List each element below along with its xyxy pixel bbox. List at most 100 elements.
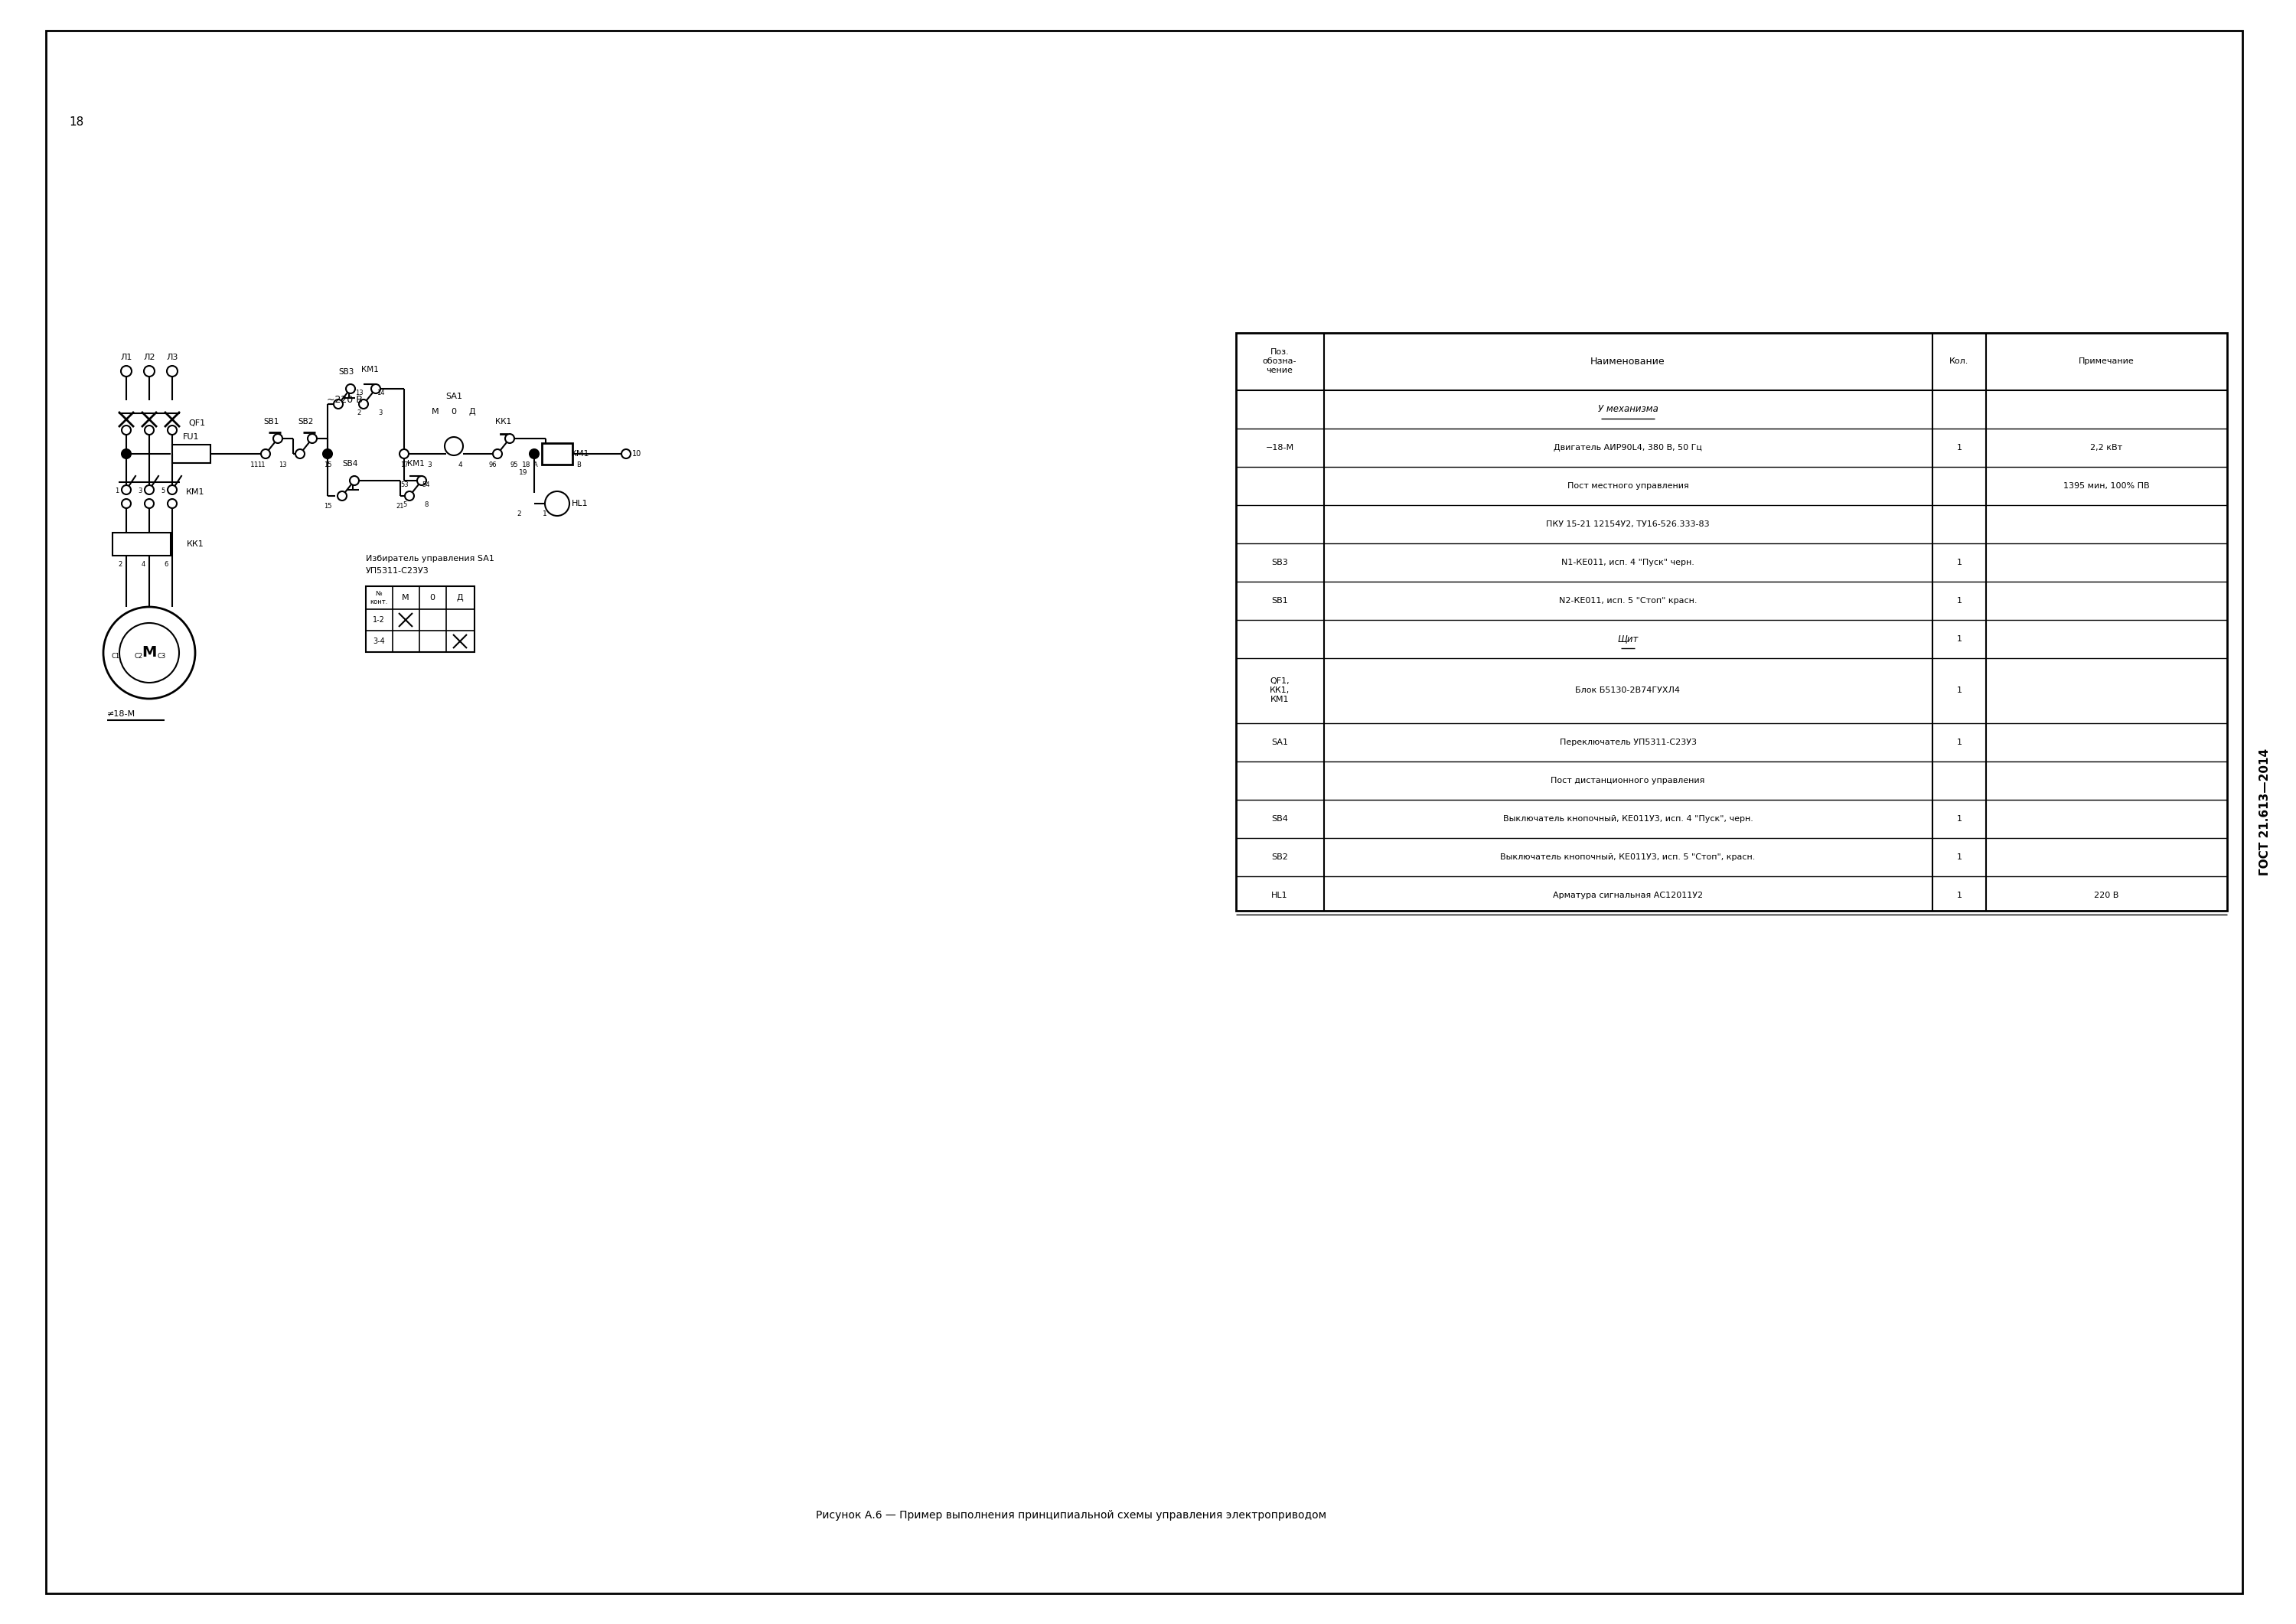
Text: Наименование: Наименование	[1591, 356, 1665, 365]
Text: 1395 мин, 100% ПВ: 1395 мин, 100% ПВ	[2064, 482, 2149, 490]
Circle shape	[494, 450, 503, 458]
Circle shape	[544, 492, 569, 516]
Text: М: М	[142, 646, 156, 659]
Circle shape	[338, 492, 347, 500]
Circle shape	[400, 450, 409, 458]
Circle shape	[122, 499, 131, 508]
Text: С2: С2	[133, 653, 142, 659]
Text: 11: 11	[250, 461, 259, 468]
Circle shape	[168, 499, 177, 508]
Text: КМ1: КМ1	[572, 450, 590, 458]
Circle shape	[333, 400, 342, 409]
Circle shape	[530, 450, 540, 458]
Text: ГОСТ 21.613—2014: ГОСТ 21.613—2014	[2259, 749, 2271, 875]
Text: 2: 2	[356, 409, 360, 417]
Text: 19: 19	[519, 469, 528, 476]
Text: 5: 5	[402, 502, 406, 508]
Text: 1: 1	[542, 512, 546, 518]
Circle shape	[296, 450, 305, 458]
Circle shape	[622, 450, 631, 458]
Circle shape	[505, 434, 514, 443]
Text: SA1: SA1	[1272, 739, 1288, 745]
Circle shape	[358, 400, 367, 409]
Circle shape	[168, 365, 177, 377]
Text: Л3: Л3	[165, 354, 179, 361]
Text: Щит: Щит	[1616, 633, 1639, 645]
Text: КК1: КК1	[186, 541, 204, 547]
Text: Переключатель УП5311-С23У3: Переключатель УП5311-С23У3	[1559, 739, 1697, 745]
Text: 11: 11	[257, 461, 264, 468]
Text: 2,2 кВт: 2,2 кВт	[2089, 443, 2122, 451]
Text: 14: 14	[377, 390, 383, 396]
Text: 15: 15	[324, 461, 331, 468]
Circle shape	[349, 476, 358, 486]
Text: 1: 1	[1956, 635, 1961, 643]
Text: 2: 2	[517, 512, 521, 518]
Circle shape	[273, 434, 282, 443]
Bar	[172, 445, 211, 463]
Text: 95: 95	[510, 461, 519, 468]
Text: 4: 4	[457, 461, 461, 468]
Text: М: М	[402, 594, 409, 601]
Text: Избиратель управления SA1: Избиратель управления SA1	[365, 555, 494, 562]
Text: SA1: SA1	[445, 393, 461, 400]
Text: 18: 18	[521, 461, 530, 468]
Text: 1: 1	[1956, 443, 1961, 451]
Text: 10: 10	[631, 450, 641, 458]
Text: QF1,
КК1,
КМ1: QF1, КК1, КМ1	[1270, 677, 1290, 703]
Text: 15: 15	[324, 503, 331, 510]
Text: 6: 6	[163, 560, 168, 567]
Text: А: А	[533, 461, 537, 468]
Circle shape	[122, 365, 131, 377]
Circle shape	[324, 450, 333, 458]
Text: КК1: КК1	[496, 417, 512, 425]
Text: SB4: SB4	[342, 460, 358, 468]
Text: SB3: SB3	[340, 369, 354, 375]
Text: КМ1: КМ1	[186, 489, 204, 495]
Bar	[1235, 333, 2227, 911]
Text: 1: 1	[1956, 892, 1961, 900]
Text: QF1: QF1	[188, 419, 204, 427]
Text: Двигатель АИР90L4, 380 В, 50 Гц: Двигатель АИР90L4, 380 В, 50 Гц	[1554, 443, 1701, 451]
Text: FU1: FU1	[184, 434, 200, 440]
Text: Кол.: Кол.	[1949, 357, 1970, 365]
Text: 0: 0	[429, 594, 436, 601]
Text: 13: 13	[356, 390, 363, 396]
Text: 0: 0	[450, 408, 457, 416]
Text: КМ1: КМ1	[360, 365, 379, 374]
Text: Л1: Л1	[119, 354, 133, 361]
Text: 54: 54	[422, 482, 429, 489]
Circle shape	[122, 425, 131, 435]
Text: 53: 53	[402, 482, 409, 489]
Text: Примечание: Примечание	[2078, 357, 2133, 365]
Text: Поз.
обозна-
чение: Поз. обозна- чение	[1263, 349, 1297, 374]
Text: Д: Д	[468, 408, 475, 416]
Circle shape	[404, 492, 413, 500]
Text: У механизма: У механизма	[1598, 404, 1658, 414]
Text: SB1: SB1	[264, 417, 280, 425]
Text: Арматура сигнальная АС12011У2: Арматура сигнальная АС12011У2	[1552, 892, 1704, 900]
Text: УП5311-С23У3: УП5311-С23У3	[365, 567, 429, 575]
Text: Пост местного управления: Пост местного управления	[1568, 482, 1688, 490]
Text: 21: 21	[397, 503, 404, 510]
Text: 1: 1	[1956, 687, 1961, 693]
Circle shape	[168, 425, 177, 435]
Text: 3: 3	[138, 487, 142, 495]
Text: 4: 4	[140, 560, 145, 567]
Circle shape	[168, 486, 177, 494]
Circle shape	[145, 425, 154, 435]
Text: 1: 1	[1956, 815, 1961, 823]
Text: HL1: HL1	[1272, 892, 1288, 900]
Circle shape	[372, 385, 381, 393]
Text: №
конт.: № конт.	[370, 590, 388, 606]
Circle shape	[347, 385, 356, 393]
Text: С1: С1	[110, 653, 119, 659]
Circle shape	[418, 476, 427, 486]
Bar	[113, 533, 170, 555]
Circle shape	[262, 450, 271, 458]
Text: 1: 1	[1956, 598, 1961, 604]
Text: 17: 17	[400, 461, 409, 468]
Text: Д: Д	[457, 594, 464, 601]
Circle shape	[122, 450, 131, 458]
Text: 220 В: 220 В	[2094, 892, 2119, 900]
